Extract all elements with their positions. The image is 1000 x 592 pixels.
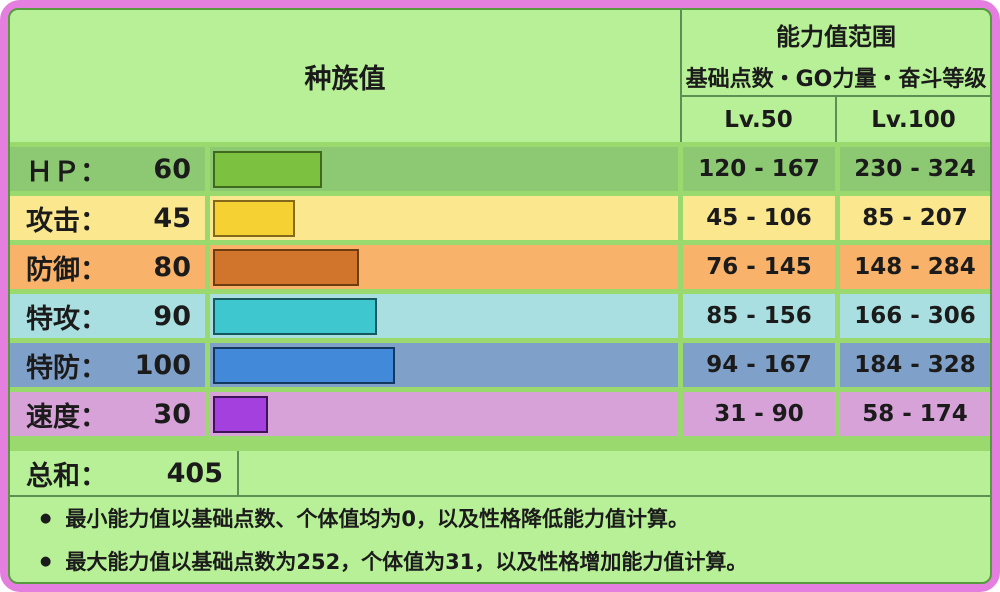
- stat-bar: [213, 150, 323, 188]
- stat-label-cell: 攻击： 45: [10, 196, 205, 240]
- range-lv50: 76 - 145: [683, 245, 835, 289]
- note-max-stat: ● 最大能力值以基础点数为252，个体值为31，以及性格增加能力值计算。: [40, 546, 990, 576]
- stat-label: 防御：: [26, 254, 107, 286]
- stat-bar-cell: [210, 392, 678, 436]
- range-header-top: 能力值范围 基础点数・GO力量・奋斗等级: [682, 10, 990, 95]
- range-header-divider: [682, 95, 990, 97]
- range-lv50: 94 - 167: [683, 343, 835, 387]
- level-column-headers: Lv.50 Lv.100: [682, 97, 990, 142]
- table-footer: 总和： 405 ● 最小能力值以基础点数、个体值均为0，以及性格降低能力值计算。…: [10, 451, 990, 582]
- stat-label: 攻击：: [26, 205, 107, 237]
- stat-label-cell: 速度： 30: [10, 392, 205, 436]
- range-lv100: 148 - 284: [840, 245, 990, 289]
- stat-bar: [213, 395, 268, 433]
- range-lv50: 120 - 167: [683, 147, 835, 191]
- range-lv100: 166 - 306: [840, 294, 990, 338]
- stat-value: 90: [153, 300, 191, 332]
- total-row-divider: [237, 451, 239, 495]
- total-value: 405: [166, 457, 223, 489]
- total-row-empty-cell: [239, 451, 990, 495]
- stat-bar: [213, 199, 295, 237]
- stat-label-cell: 特防： 100: [10, 343, 205, 387]
- total-label-cell: 总和： 405: [10, 451, 237, 495]
- stat-bar-cell: [210, 245, 678, 289]
- level-columns-divider: [835, 97, 837, 142]
- stat-label: 特攻：: [26, 303, 107, 335]
- stat-bar: [213, 297, 378, 335]
- stat-bar-cell: [210, 196, 678, 240]
- stats-table: 种族值 能力值范围 基础点数・GO力量・奋斗等级 Lv.50 Lv.100: [8, 8, 992, 584]
- range-header-subtitle: 基础点数・GO力量・奋斗等级: [685, 66, 987, 92]
- table-header: 种族值 能力值范围 基础点数・GO力量・奋斗等级 Lv.50 Lv.100: [10, 10, 990, 142]
- range-lv50: 85 - 156: [683, 294, 835, 338]
- range-lv50: 45 - 106: [683, 196, 835, 240]
- column-header-lv50: Lv.50: [724, 106, 793, 133]
- note-text: 最小能力值以基础点数、个体值均为0，以及性格降低能力值计算。: [65, 507, 689, 531]
- stat-bar: [213, 248, 359, 286]
- stat-label: 特防：: [26, 352, 107, 384]
- total-label: 总和：: [26, 460, 107, 492]
- stat-value: 80: [153, 251, 191, 283]
- range-lv50: 31 - 90: [683, 392, 835, 436]
- notes-divider: [10, 495, 990, 497]
- range-header-title: 能力值范围: [776, 22, 896, 51]
- stat-bar: [213, 346, 396, 384]
- stat-label-cell: ＨＰ： 60: [10, 147, 205, 191]
- stat-value: 45: [153, 202, 191, 234]
- header-vertical-divider: [680, 10, 682, 142]
- base-stats-title: 种族值: [304, 63, 386, 95]
- stat-label: ＨＰ：: [26, 156, 107, 188]
- range-lv100: 85 - 207: [840, 196, 990, 240]
- stat-value: 30: [153, 398, 191, 430]
- stat-rows: ＨＰ： 60 120 - 167 230 - 324 攻击： 45 45 - 1…: [10, 142, 990, 451]
- stat-bar-cell: [210, 343, 678, 387]
- bullet-icon: ●: [40, 510, 52, 526]
- note-min-stat: ● 最小能力值以基础点数、个体值均为0，以及性格降低能力值计算。: [40, 503, 990, 533]
- base-stats-header-cell: 种族值: [10, 10, 680, 142]
- stat-value: 60: [153, 153, 191, 185]
- stat-label-cell: 防御： 80: [10, 245, 205, 289]
- stat-label-cell: 特攻： 90: [10, 294, 205, 338]
- column-header-lv100: Lv.100: [871, 106, 956, 133]
- stat-bar-cell: [210, 147, 678, 191]
- stat-label: 速度：: [26, 401, 107, 433]
- notes: ● 最小能力值以基础点数、个体值均为0，以及性格降低能力值计算。 ● 最大能力值…: [10, 497, 990, 582]
- range-lv100: 58 - 174: [840, 392, 990, 436]
- total-row: 总和： 405: [10, 451, 990, 495]
- note-text: 最大能力值以基础点数为252，个体值为31，以及性格增加能力值计算。: [65, 550, 748, 574]
- range-lv100: 230 - 324: [840, 147, 990, 191]
- range-header-cell: 能力值范围 基础点数・GO力量・奋斗等级 Lv.50 Lv.100: [682, 10, 990, 142]
- stat-bar-cell: [210, 294, 678, 338]
- stat-value: 100: [134, 349, 191, 381]
- bullet-icon: ●: [40, 553, 52, 569]
- range-lv100: 184 - 328: [840, 343, 990, 387]
